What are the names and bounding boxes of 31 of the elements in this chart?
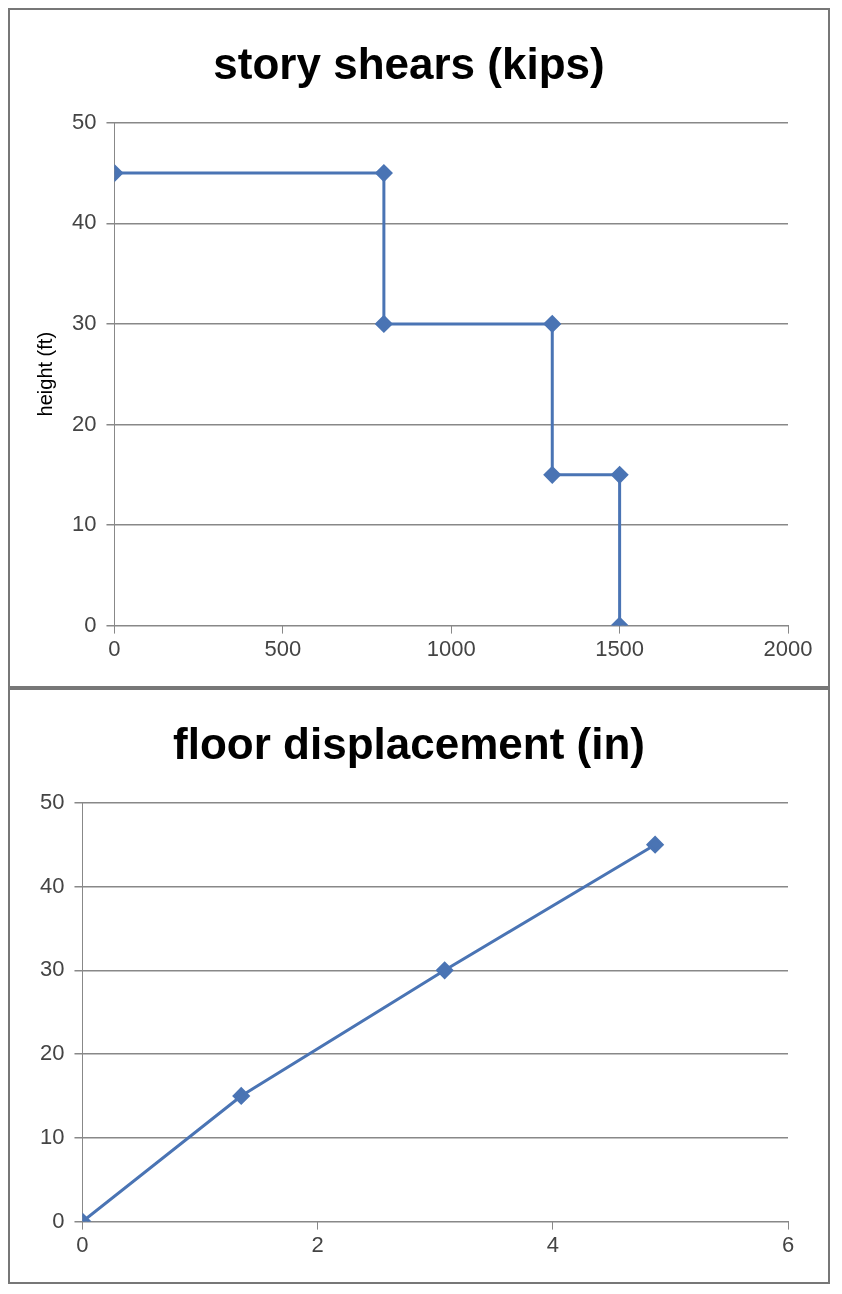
y-tick-label: 40 xyxy=(39,872,65,898)
point xyxy=(375,315,393,333)
y-tick-label: 20 xyxy=(39,1040,65,1066)
point xyxy=(436,961,454,979)
point xyxy=(543,315,561,333)
y-tick-label: 0 xyxy=(52,1207,65,1233)
x-tick-label: 500 xyxy=(264,635,302,661)
y-tick-label: 30 xyxy=(71,309,97,335)
y-tick-label: 10 xyxy=(39,1123,65,1149)
point xyxy=(375,164,393,182)
chart-title: story shears (kips) xyxy=(213,38,605,88)
x-tick-label: 1500 xyxy=(595,635,645,661)
y-tick-label: 20 xyxy=(71,410,97,436)
x-tick-label: 0 xyxy=(108,635,121,661)
x-tick-label: 1000 xyxy=(426,635,476,661)
x-tick-label: 2 xyxy=(311,1231,324,1257)
point xyxy=(232,1087,250,1105)
y-axis-title: height (ft) xyxy=(33,331,56,417)
point xyxy=(646,836,664,854)
y-tick-label: 50 xyxy=(39,788,65,814)
y-tick-label: 50 xyxy=(71,108,97,134)
point xyxy=(611,466,629,484)
y-tick-label: 0 xyxy=(84,611,97,637)
x-tick-label: 6 xyxy=(781,1231,795,1257)
y-tick-label: 30 xyxy=(39,956,65,982)
point xyxy=(543,466,561,484)
chart-title: floor displacement (in) xyxy=(173,718,645,768)
x-tick-label: 2000 xyxy=(763,635,813,661)
x-tick-label: 4 xyxy=(546,1231,559,1257)
y-tick-label: 40 xyxy=(71,209,97,235)
y-tick-label: 10 xyxy=(71,511,97,537)
